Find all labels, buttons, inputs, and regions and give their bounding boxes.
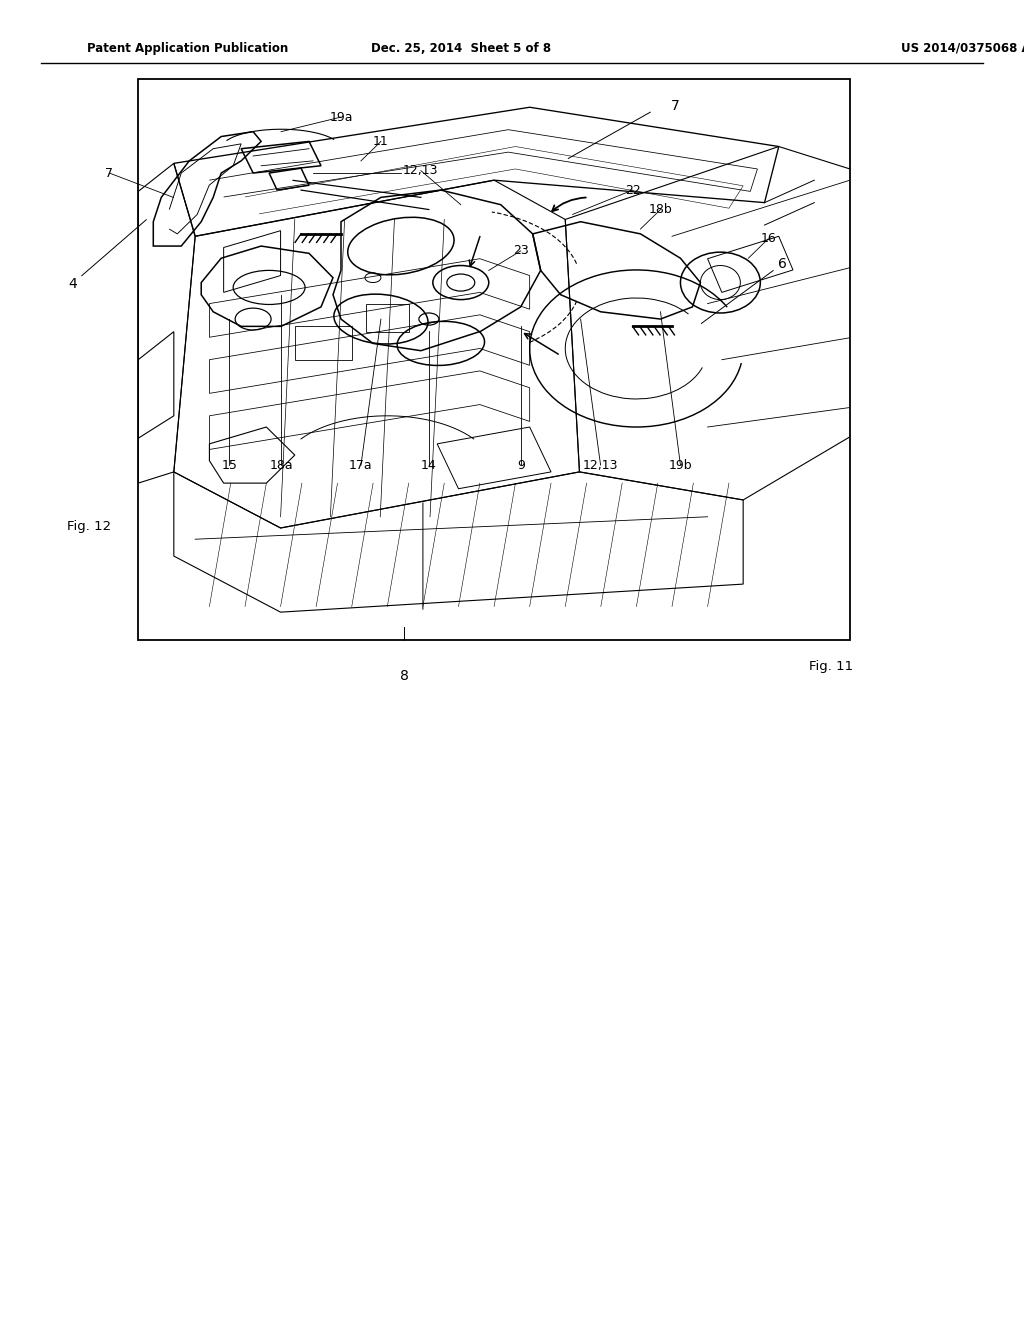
Text: 18b: 18b	[648, 203, 673, 216]
Text: Dec. 25, 2014  Sheet 5 of 8: Dec. 25, 2014 Sheet 5 of 8	[371, 42, 551, 54]
Bar	[366, 304, 409, 331]
Text: Patent Application Publication: Patent Application Publication	[87, 42, 289, 54]
Bar	[138, 79, 850, 640]
Text: 9: 9	[517, 458, 524, 471]
Text: 15: 15	[221, 458, 238, 471]
Text: 11: 11	[373, 135, 389, 148]
Text: 8: 8	[400, 669, 409, 684]
Text: 14: 14	[421, 458, 436, 471]
Text: 12,13: 12,13	[403, 164, 438, 177]
Text: 4: 4	[68, 219, 146, 290]
Bar	[295, 326, 352, 360]
Text: 7: 7	[671, 99, 680, 112]
Text: Fig. 11: Fig. 11	[809, 660, 853, 673]
Text: Fig. 12: Fig. 12	[67, 520, 111, 533]
Text: 19a: 19a	[330, 111, 352, 124]
Text: 19b: 19b	[669, 458, 692, 471]
Text: 6: 6	[778, 257, 787, 271]
Text: 22: 22	[625, 183, 640, 197]
Text: US 2014/0375068 A1: US 2014/0375068 A1	[901, 42, 1024, 54]
Text: 16: 16	[761, 232, 776, 246]
Text: 12,13: 12,13	[583, 458, 618, 471]
Text: 23: 23	[513, 244, 528, 257]
Text: 18a: 18a	[269, 458, 293, 471]
Text: 7: 7	[105, 166, 114, 180]
Text: 17a: 17a	[349, 458, 373, 471]
